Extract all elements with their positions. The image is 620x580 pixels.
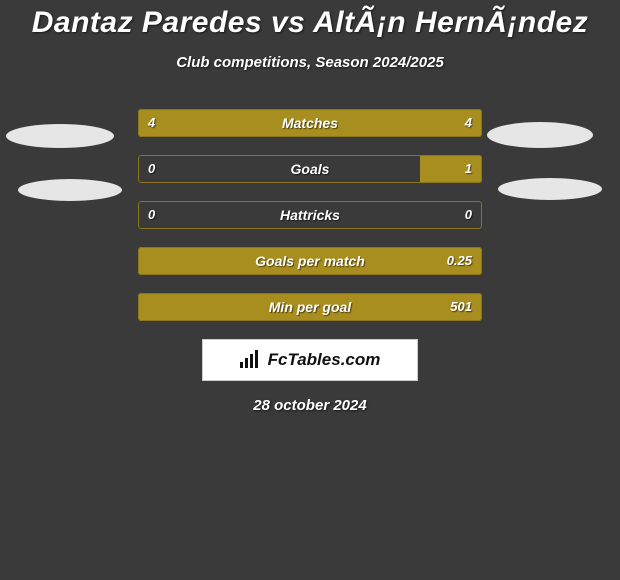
avatar-placeholder — [487, 122, 593, 148]
stat-row: Min per goal501 — [138, 293, 482, 321]
stat-label: Min per goal — [138, 293, 482, 321]
avatar-placeholder — [18, 179, 122, 201]
stat-value-left: 0 — [148, 155, 155, 183]
chart-bars-icon — [240, 350, 262, 370]
stat-value-right: 0.25 — [447, 247, 472, 275]
stat-label: Goals — [138, 155, 482, 183]
date-text: 28 october 2024 — [0, 397, 620, 414]
stat-value-left: 4 — [148, 109, 155, 137]
stat-row: Matches4 4 — [138, 109, 482, 137]
stat-value-right: 1 — [465, 155, 472, 183]
stat-label: Hattricks — [138, 201, 482, 229]
avatar-placeholder — [498, 178, 602, 200]
subtitle: Club competitions, Season 2024/2025 — [0, 54, 620, 71]
stat-label: Goals per match — [138, 247, 482, 275]
credit-text: FcTables.com — [268, 350, 381, 370]
credit-box[interactable]: FcTables.com — [202, 339, 418, 381]
stat-value-right: 501 — [450, 293, 472, 321]
page-title: Dantaz Paredes vs AltÃ¡n HernÃ¡ndez — [0, 0, 620, 40]
stat-row: Hattricks0 0 — [138, 201, 482, 229]
stat-value-left: 0 — [148, 201, 155, 229]
stat-label: Matches — [138, 109, 482, 137]
comparison-bars: Matches44Goals01Hattricks00Goals per mat… — [138, 109, 482, 321]
stat-row: Goals0 1 — [138, 155, 482, 183]
stat-value-right: 0 — [465, 201, 472, 229]
avatar-placeholder — [6, 124, 114, 148]
stat-value-right: 4 — [465, 109, 472, 137]
stat-row: Goals per match0.25 — [138, 247, 482, 275]
